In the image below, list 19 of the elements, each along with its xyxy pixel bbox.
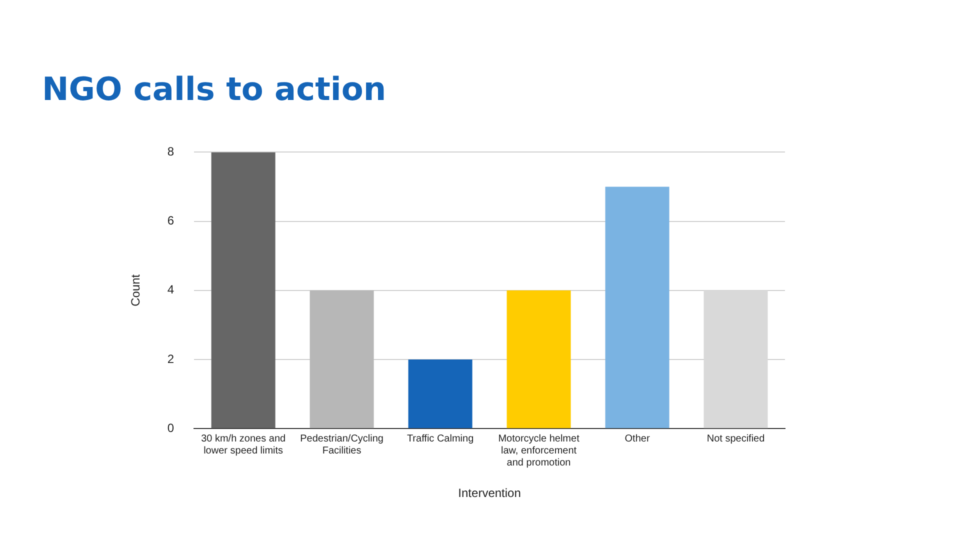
x-axis-title: Intervention [458, 486, 521, 500]
bar [211, 152, 276, 428]
y-axis-title: Count [128, 274, 143, 306]
bar [605, 186, 670, 428]
x-tick-label: Other [624, 433, 650, 444]
chart-title: NGO calls to action [42, 70, 386, 108]
x-tick-label: Motorcycle helmet law, enforcement and promotion [498, 433, 580, 468]
y-tick-label: 8 [167, 144, 174, 159]
bar [506, 290, 571, 428]
x-tick-label: 30 km/h zones and lower speed limits [201, 433, 286, 456]
bar [408, 360, 472, 428]
y-tick-label: 0 [167, 420, 174, 435]
y-tick-label: 4 [167, 282, 174, 297]
x-tick-label: Pedestrian/Cycling Facilities [300, 433, 384, 456]
x-tick-label: Not specified [706, 433, 765, 444]
x-tick-label: Traffic Calming [406, 433, 474, 444]
y-tick-label: 2 [167, 352, 174, 366]
bar [310, 290, 374, 428]
y-tick-label: 6 [167, 214, 174, 228]
